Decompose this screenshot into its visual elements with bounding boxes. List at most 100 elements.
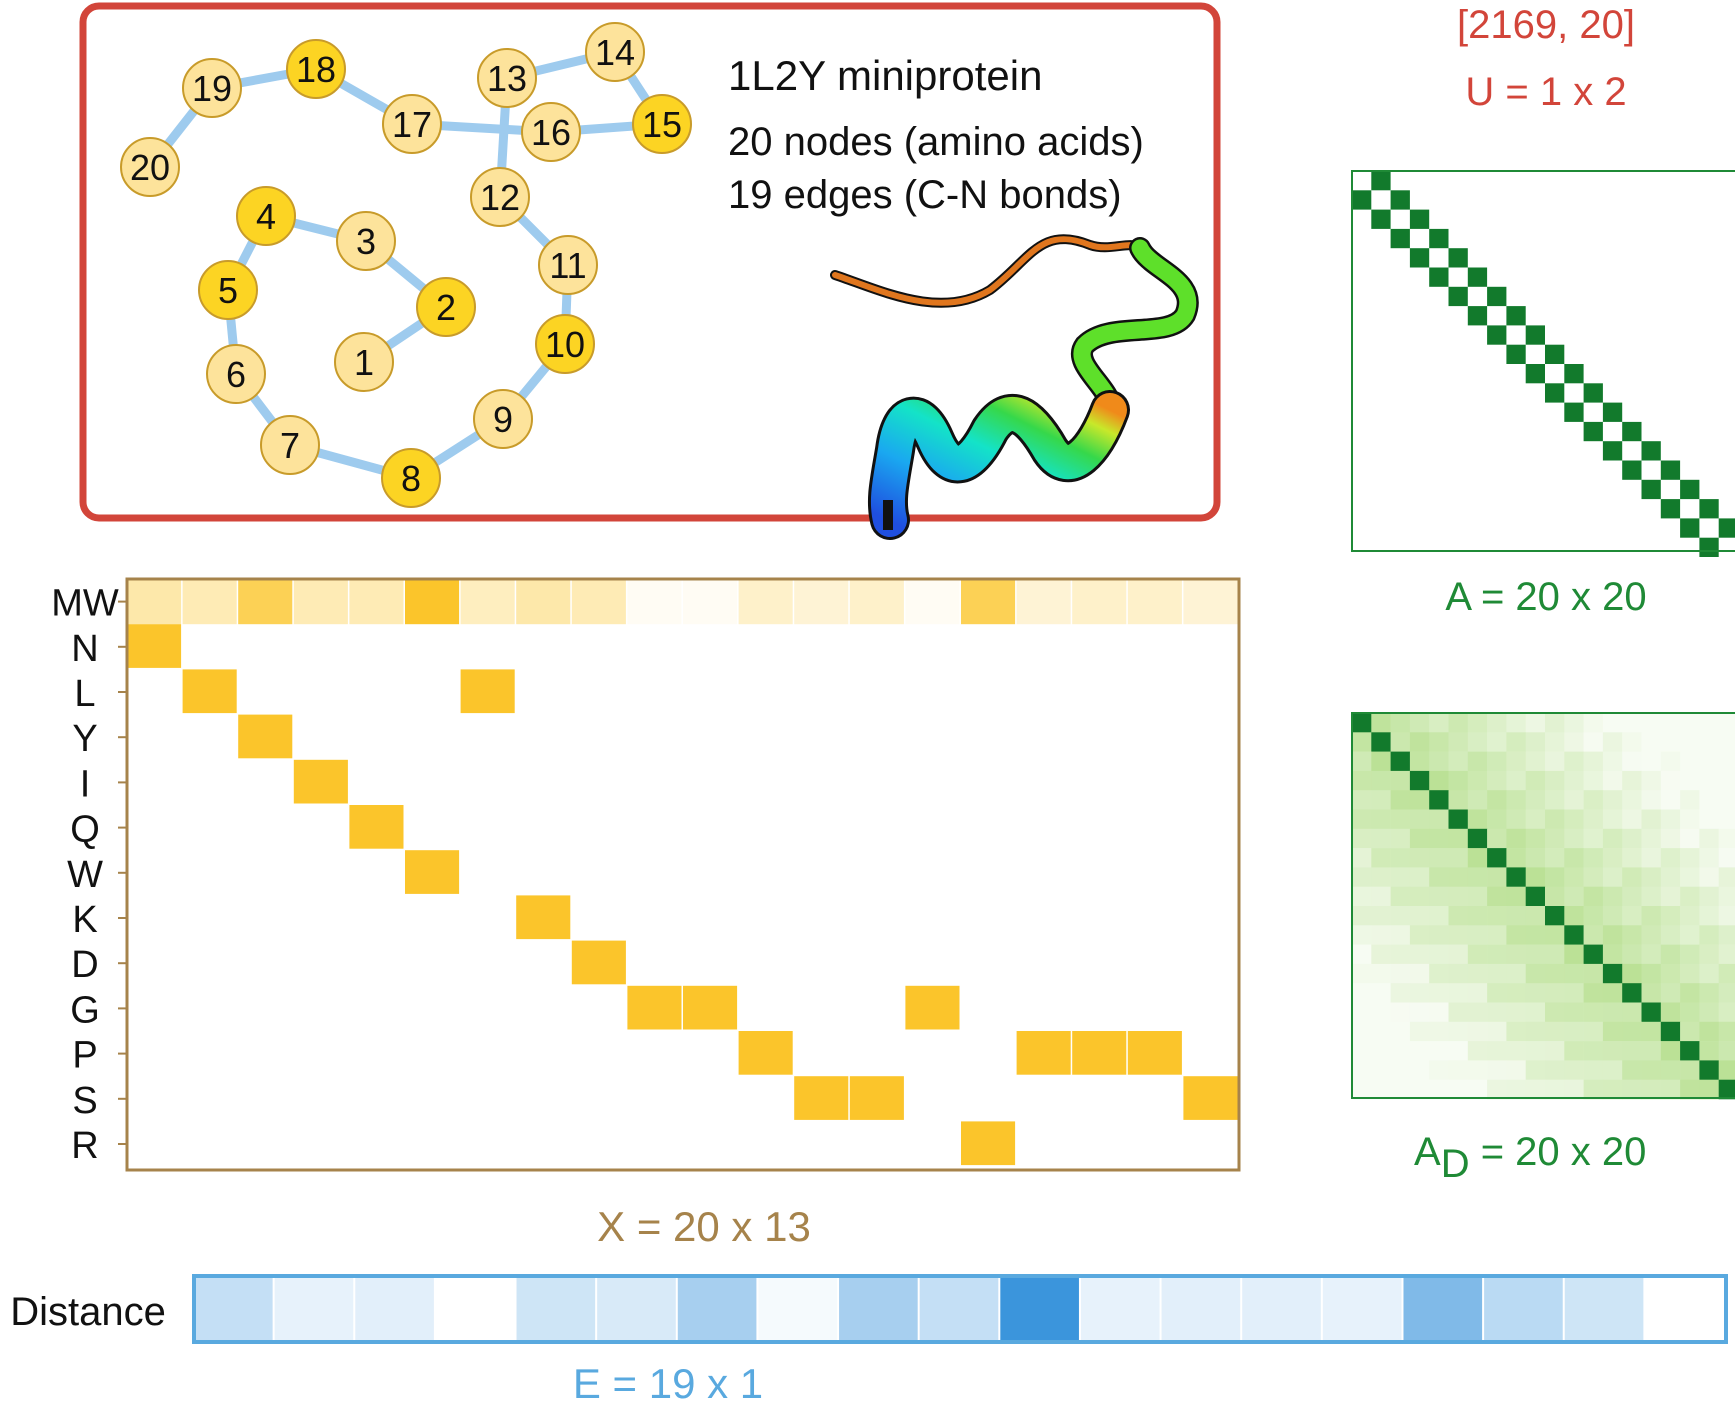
distance-cell [1602,867,1623,887]
distance-cell [1680,1041,1700,1061]
distance-cell [1641,1060,1662,1080]
distance-cell [1660,751,1681,772]
distance-cell [1699,1021,1719,1042]
distance-cell [1525,906,1546,926]
distance-cell [1718,983,1735,1003]
feature-onehot-cell [238,714,293,759]
distance-cell [1506,906,1526,926]
distance-cell [1448,848,1469,868]
distance-cell [1545,983,1565,1003]
distance-cell [1506,1002,1526,1023]
distance-cell [1352,983,1372,1003]
distance-cell [1409,828,1430,849]
distance-cell [1467,906,1488,926]
graph-node-label: 6 [226,354,246,395]
distance-cell [1718,732,1735,752]
feature-mw-cell [238,579,293,625]
distance-cell [1390,1060,1411,1080]
adjacency-cell [1660,460,1681,480]
distance-cell [1622,963,1642,984]
distance-cell [1583,713,1604,733]
adjacency-cell [1409,209,1430,229]
distance-cell [1448,770,1469,791]
graph-node-circle [286,39,346,99]
distance-cell [1680,809,1700,830]
distance-cell [1660,983,1681,1003]
feature-row-label: K [72,899,97,941]
adjacency-cell [1641,479,1661,500]
protein-ribbon-illustration [830,234,1199,540]
distance-cell [1602,1060,1623,1080]
feature-onehot-cell [127,624,182,668]
graph-node-label: 19 [192,68,232,109]
distance-cell [1371,809,1391,830]
distance-cell [1352,809,1372,830]
distance-cell [1487,906,1507,926]
distance-cell [1506,867,1526,887]
adjacency-cell [1602,441,1623,461]
distance-cell [1718,790,1735,810]
feature-onehot-cell [683,985,738,1030]
distance-cell [1506,828,1526,849]
distance-cell [1564,1021,1584,1042]
feature-mw-cell [1072,579,1127,625]
graph-node: 12 [470,167,530,227]
distance-cell [1583,906,1604,926]
graph-node-circle [236,186,296,246]
distance-cell [1506,790,1526,810]
distance-cell [1429,925,1449,945]
distance-cell [1409,790,1430,810]
distance-cell [1429,944,1449,965]
distance-cell [1699,886,1719,907]
graph-node-circle [206,344,266,404]
edge-feature-cell [516,1276,596,1342]
distance-cell [1409,906,1430,926]
distance-cell [1641,809,1662,830]
distance-cell [1564,848,1584,868]
distance-cell [1390,867,1411,887]
feature-onehot-cell [516,895,571,940]
distance-cell [1622,983,1642,1003]
distance-cell [1352,770,1372,791]
distance-cell [1660,770,1681,791]
edge-feature-cell [758,1276,838,1342]
distance-cell [1525,1079,1546,1100]
distance-cell [1660,1021,1681,1042]
distance-cell [1371,751,1391,772]
distance-cell [1660,963,1681,984]
distance-cell [1545,732,1565,752]
distance-cell [1602,751,1623,772]
feature-onehot-cell [794,1076,849,1120]
distance-cell [1602,1041,1623,1061]
feature-row-label: N [71,628,98,670]
feature-onehot-cell [182,669,237,714]
distance-cell [1352,886,1372,907]
distance-cell [1545,1002,1565,1023]
distance-cell [1660,1041,1681,1061]
distance-cell [1583,867,1604,887]
graph-node: 11 [538,235,598,295]
edge-feature-cell [839,1276,918,1342]
distance-cell [1409,886,1430,907]
distance-cell [1371,1002,1391,1023]
edge-feature-cell [677,1276,757,1342]
graph-node-label: 11 [549,245,586,286]
distance-cell [1622,944,1642,965]
distance-cell [1583,963,1604,984]
distance-cell [1699,1041,1719,1061]
distance-cell [1448,1002,1469,1023]
adjacency-label: A = 20 x 20 [1445,575,1646,619]
distance-cell [1718,828,1735,849]
adjacency-cell [1622,460,1642,480]
feature-onehot-cell [1072,1031,1127,1075]
distance-cell [1622,906,1642,926]
distance-cell [1545,1060,1565,1080]
edge-feature-cell [194,1276,273,1342]
distance-cell [1622,713,1642,733]
distance-cell [1622,886,1642,907]
distance-cell [1718,751,1735,772]
feature-onehot-cell [1127,1031,1182,1075]
distance-cell [1583,1002,1604,1023]
distance-cell [1718,925,1735,945]
